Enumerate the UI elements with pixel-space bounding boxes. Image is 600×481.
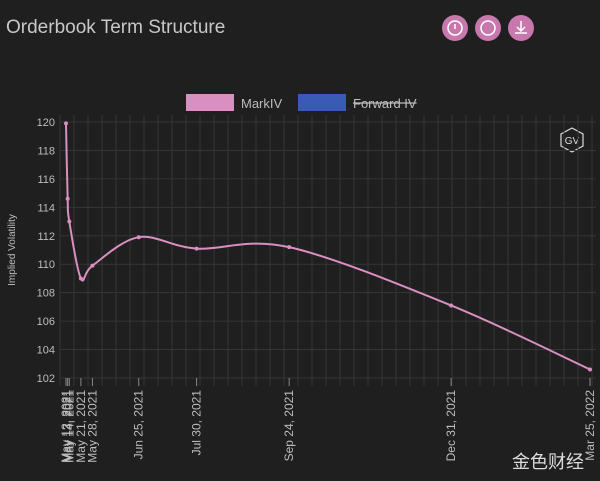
legend-swatch (186, 94, 234, 111)
x-tick-label: May 12, 2021 (59, 390, 73, 463)
y-tick-label: 108 (37, 288, 55, 300)
legend: MarkIV Forward IV (186, 94, 417, 111)
point (136, 235, 141, 240)
x-tick-label: Dec 31, 2021 (444, 390, 458, 462)
point (78, 276, 83, 281)
x-tick-label: Sep 24, 2021 (282, 390, 296, 462)
y-tick-label: 118 (37, 145, 55, 157)
watermark: 金色财经 (512, 452, 584, 472)
y-tick-label: 102 (37, 373, 55, 385)
y-tick-label: 114 (37, 202, 55, 214)
chart-title: Orderbook Term Structure (6, 17, 225, 38)
point (64, 121, 68, 126)
x-tick-label: Mar 25, 2022 (583, 390, 597, 461)
badge: GV (560, 127, 584, 153)
point (67, 219, 72, 224)
x-tick-label: May 13, 2021 (61, 390, 75, 463)
legend-swatch (298, 94, 346, 111)
y-tick-label: 110 (37, 259, 55, 271)
y-tick-label: 112 (37, 231, 55, 243)
x-tick-label: Jul 30, 2021 (190, 390, 204, 456)
info-icon (447, 20, 463, 36)
x-tick-label: May 28, 2021 (85, 390, 99, 463)
y-tick-label: 104 (37, 345, 55, 357)
badge-hex (560, 127, 584, 153)
point (90, 263, 95, 268)
download-icon (515, 21, 527, 34)
point (287, 245, 292, 250)
y-tick-label: 106 (37, 316, 55, 328)
legend-label: MarkIV (241, 96, 283, 111)
y-axis-label: Implied Volatility (7, 214, 18, 286)
y-tick-label: 116 (37, 174, 55, 186)
x-tick-label: Jun 25, 2021 (132, 390, 146, 460)
badge-text: GV (565, 136, 580, 147)
y-tick-label: 120 (37, 117, 55, 129)
point (449, 303, 454, 308)
x-tick-label: May 14, 2021 (62, 390, 76, 463)
point (65, 196, 70, 201)
point (588, 367, 592, 372)
help-button[interactable] (475, 15, 501, 41)
toolbar (442, 15, 534, 41)
x-tick-label: May 21, 2021 (74, 390, 88, 463)
point (194, 246, 199, 251)
help-icon (480, 20, 496, 36)
